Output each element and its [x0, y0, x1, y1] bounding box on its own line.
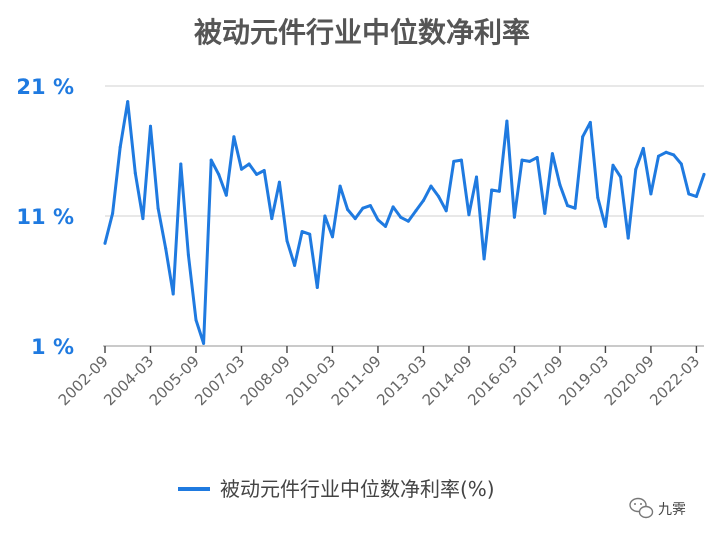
data-point [224, 193, 228, 197]
data-point [111, 211, 115, 215]
data-point [437, 195, 441, 198]
data-point [596, 196, 600, 200]
data-point [566, 204, 569, 208]
watermark-text: 九霁 [658, 502, 686, 518]
data-point [429, 184, 433, 188]
data-point [634, 167, 638, 171]
data-point [467, 213, 471, 217]
data-point [694, 195, 698, 198]
data-point [331, 235, 334, 239]
data-point [315, 286, 319, 289]
data-point [232, 135, 236, 139]
data-point [361, 206, 365, 210]
data-point [535, 156, 539, 159]
data-point [141, 217, 145, 221]
data-point [209, 158, 213, 162]
data-point [611, 163, 615, 167]
x-tick-label: 2022-03 [646, 352, 703, 409]
data-point [126, 100, 130, 104]
wechat-icon [629, 497, 654, 519]
data-point [217, 172, 221, 176]
data-point [619, 175, 623, 179]
data-point [672, 153, 676, 157]
data-point [444, 209, 448, 213]
data-point [657, 154, 660, 158]
data-point [475, 175, 478, 179]
data-point [270, 217, 274, 221]
series-layer [103, 100, 706, 345]
data-point [497, 189, 501, 193]
data-point [512, 215, 516, 219]
grid-lines [105, 85, 704, 217]
data-point [186, 253, 190, 257]
data-point [581, 135, 585, 139]
data-point [603, 224, 607, 228]
data-point [202, 341, 206, 345]
data-point [149, 124, 152, 128]
data-point [338, 184, 342, 188]
y-tick-label: 21 % [16, 75, 74, 99]
data-point [505, 119, 509, 123]
data-point [384, 224, 387, 228]
data-point [528, 159, 532, 163]
data-point [452, 159, 456, 163]
data-point [399, 215, 403, 219]
data-point [558, 183, 562, 187]
data-point [247, 162, 251, 166]
data-point [293, 263, 297, 267]
data-point [346, 208, 350, 211]
data-point [414, 209, 418, 213]
data-point [376, 218, 380, 222]
chart-title: 被动元件行业中位数净利率 [194, 16, 530, 49]
data-point [588, 120, 592, 124]
data-point [179, 162, 183, 166]
data-point [550, 152, 554, 156]
data-point [171, 292, 175, 296]
data-point [103, 241, 107, 245]
data-point [543, 211, 547, 215]
data-point [156, 206, 160, 210]
data-point [422, 198, 425, 202]
data-point [459, 158, 463, 162]
data-point [255, 172, 259, 176]
data-point [300, 230, 304, 234]
x-axis: 2002-092004-032005-092007-032008-092010-… [55, 345, 704, 409]
data-point [285, 239, 289, 243]
data-point [277, 180, 281, 184]
legend: 被动元件行业中位数净利率(%) [178, 477, 495, 501]
data-point [679, 162, 683, 166]
data-point [368, 204, 372, 208]
data-point [308, 232, 312, 236]
data-point [353, 217, 357, 221]
data-point [391, 205, 395, 209]
data-point [687, 192, 691, 196]
data-point [262, 169, 266, 172]
data-point [164, 247, 168, 250]
data-point [240, 167, 243, 171]
y-tick-label: 11 % [16, 205, 74, 229]
data-point [520, 158, 524, 162]
legend-label: 被动元件行业中位数净利率(%) [220, 477, 495, 501]
series-line [103, 100, 706, 345]
data-point [482, 257, 486, 261]
y-tick-label: 1 % [31, 335, 74, 359]
data-point [133, 171, 137, 175]
data-point [118, 145, 122, 149]
watermark: 九霁 [629, 497, 686, 519]
data-point [664, 150, 668, 154]
data-point [573, 206, 577, 210]
data-point [406, 219, 410, 223]
data-point [641, 146, 645, 150]
data-point [194, 318, 198, 322]
data-point [702, 172, 706, 176]
data-point [323, 214, 327, 218]
y-axis: 1 % 11 % 21 % [16, 75, 74, 359]
data-point [649, 192, 653, 196]
data-point [626, 236, 630, 240]
data-point [490, 188, 494, 192]
